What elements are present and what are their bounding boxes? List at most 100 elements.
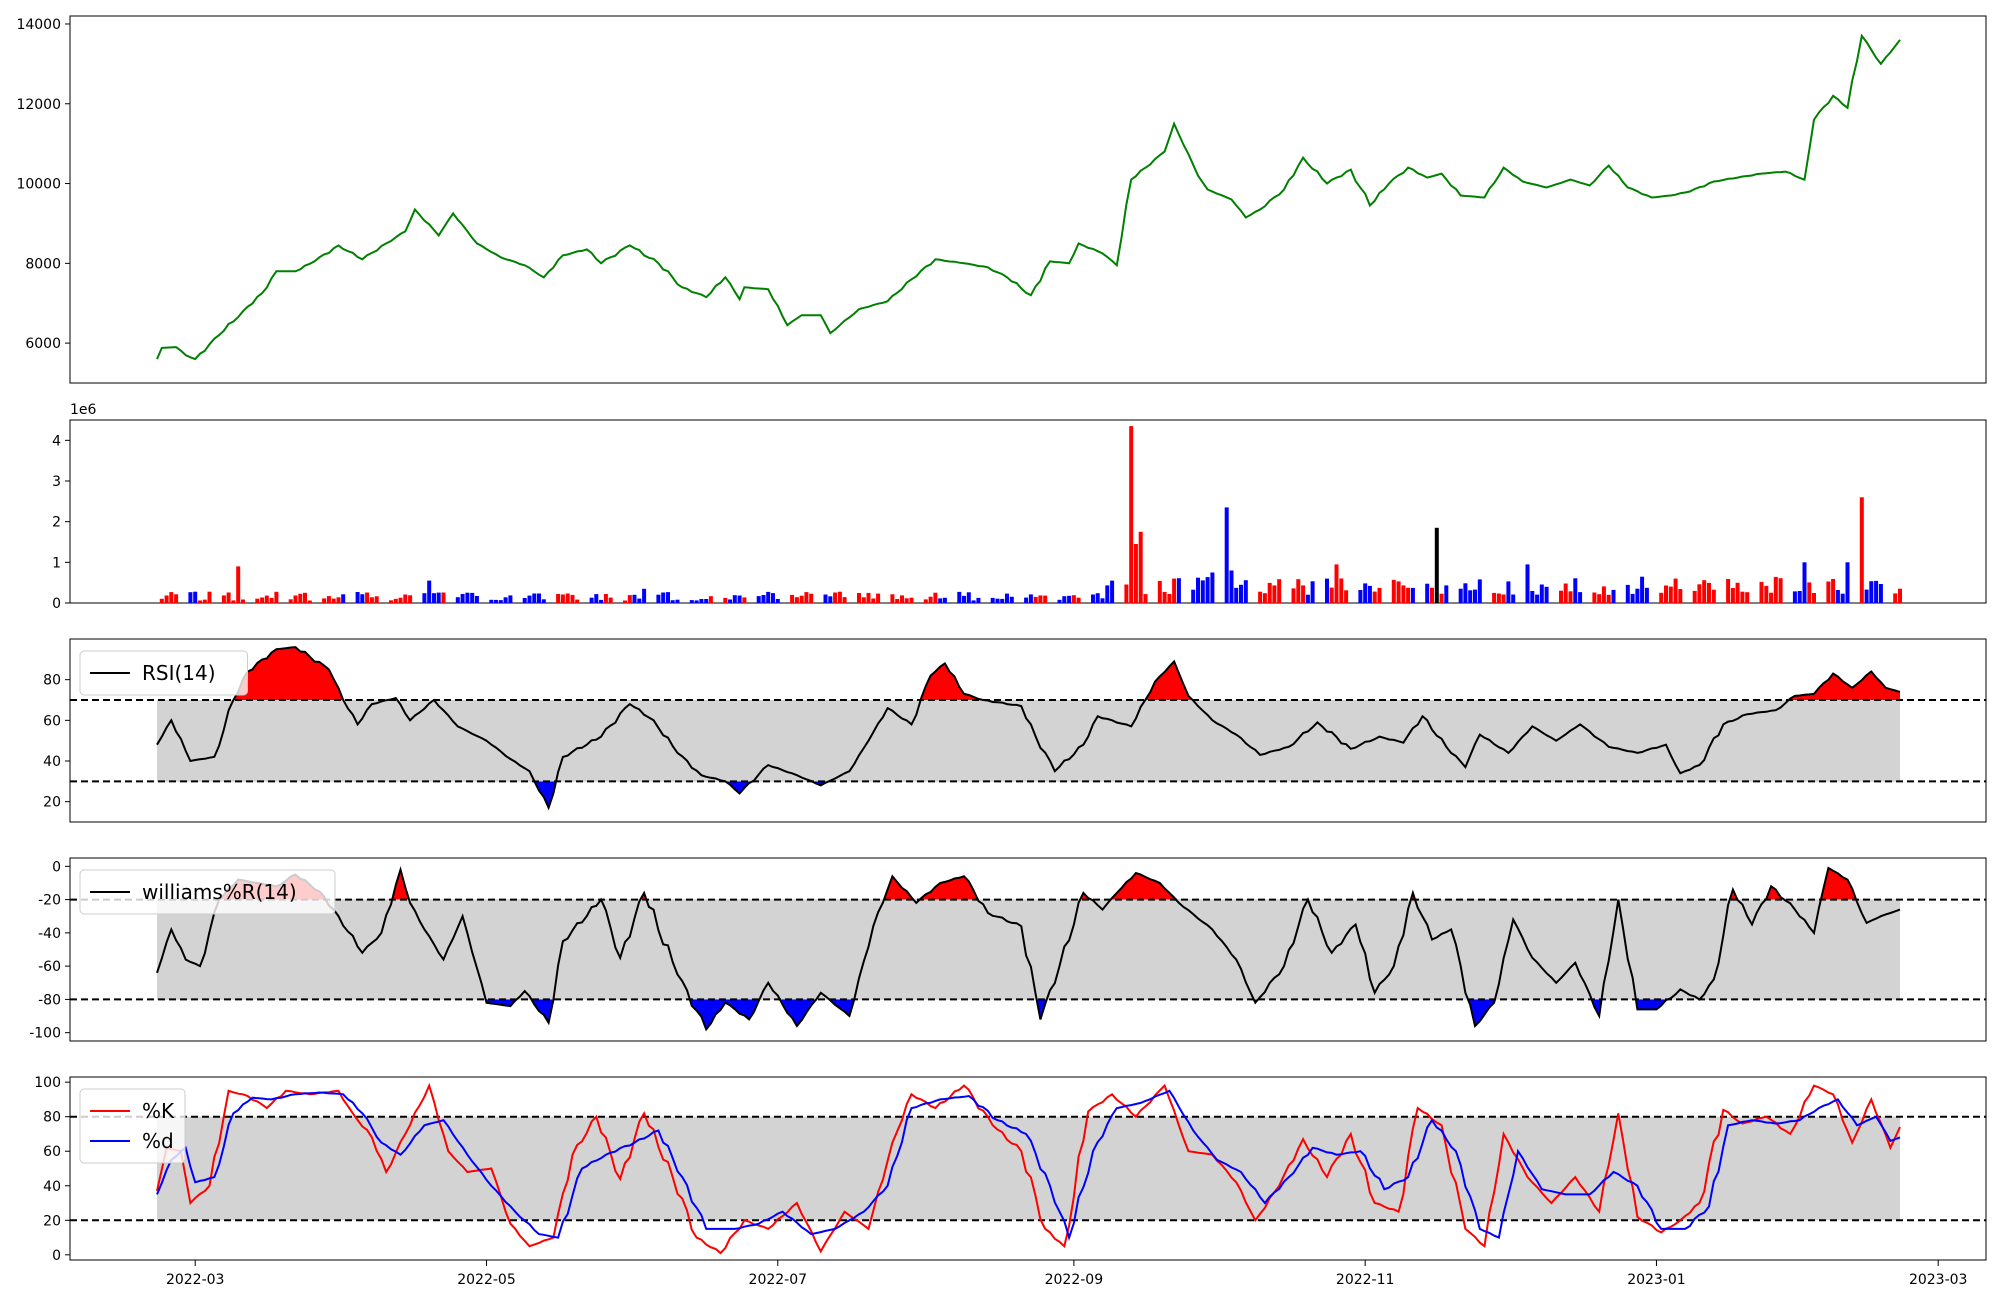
volume-bar bbox=[861, 597, 866, 603]
volume-bar bbox=[1191, 589, 1196, 603]
williams-panel-frame bbox=[69, 857, 1987, 1042]
volume-bar bbox=[260, 597, 265, 603]
volume-bar bbox=[1506, 581, 1511, 603]
volume-bar bbox=[842, 597, 847, 603]
stochastic-series-k-line bbox=[156, 1082, 1901, 1255]
volume-bar bbox=[1501, 594, 1506, 603]
volume-bar bbox=[742, 597, 747, 603]
volume-bar bbox=[1764, 585, 1769, 603]
volume-bar bbox=[193, 591, 198, 603]
volume-bar bbox=[1563, 583, 1568, 603]
volume-bar bbox=[1458, 588, 1463, 603]
volume-bar bbox=[460, 594, 465, 603]
volume-bar bbox=[1878, 584, 1883, 603]
y-tick-label: 14000 bbox=[16, 17, 61, 33]
volume-bar bbox=[508, 595, 513, 603]
volume-bar bbox=[441, 592, 446, 603]
volume-bar bbox=[1644, 587, 1649, 603]
volume-bar bbox=[1730, 588, 1735, 603]
volume-bar bbox=[642, 588, 647, 603]
volume-bar bbox=[565, 593, 570, 603]
volume-bar bbox=[995, 598, 1000, 603]
volume-panel-frame bbox=[69, 419, 1987, 604]
williams-line bbox=[156, 865, 1901, 1032]
volume-bar bbox=[1468, 590, 1473, 603]
volume-bar bbox=[575, 599, 580, 603]
volume-bar bbox=[632, 594, 637, 603]
volume-bar bbox=[1367, 585, 1372, 603]
volume-bar bbox=[403, 594, 408, 603]
volume-bar bbox=[1363, 583, 1368, 603]
rsi-line bbox=[156, 646, 1901, 811]
y-tick-label: -60 bbox=[38, 959, 61, 975]
volume-bar bbox=[1410, 587, 1415, 603]
volume-bar bbox=[365, 592, 370, 603]
volume-bar bbox=[895, 599, 900, 603]
volume-bar bbox=[976, 597, 981, 603]
volume-bar bbox=[274, 591, 279, 603]
volume-bar bbox=[422, 593, 427, 603]
volume-bar bbox=[1124, 584, 1129, 603]
price-line bbox=[156, 33, 1901, 361]
volume-bar bbox=[1711, 589, 1716, 603]
volume-bar bbox=[1057, 599, 1062, 603]
volume-bar bbox=[732, 595, 737, 603]
y-tick-label: 60 bbox=[43, 1144, 61, 1160]
y-tick-label: 80 bbox=[43, 1110, 61, 1126]
volume-bar bbox=[1539, 584, 1544, 603]
x-tick-label: 2023-03 bbox=[1909, 1272, 1968, 1288]
volume-bar bbox=[1406, 587, 1411, 603]
volume-bar bbox=[226, 592, 231, 603]
volume-bar bbox=[1430, 587, 1434, 603]
legend-label: RSI(14) bbox=[142, 661, 216, 685]
volume-bar bbox=[1630, 593, 1635, 603]
y-tick-label: 40 bbox=[43, 1179, 61, 1195]
legend-box bbox=[79, 869, 336, 915]
volume-bar bbox=[1573, 578, 1578, 603]
y-tick-label: 3 bbox=[52, 474, 61, 490]
volume-bar bbox=[1296, 579, 1301, 603]
volume-bar bbox=[355, 592, 360, 603]
volume-bar bbox=[699, 599, 704, 603]
volume-bar bbox=[1272, 585, 1277, 603]
volume-bar bbox=[1797, 591, 1802, 603]
volume-bar bbox=[527, 595, 532, 603]
y-tick-label: 12000 bbox=[16, 97, 61, 113]
volume-bar bbox=[1578, 592, 1583, 603]
volume-bar bbox=[1205, 577, 1210, 603]
y-tick-label: 20 bbox=[43, 1213, 61, 1229]
y-tick-label: 10000 bbox=[16, 177, 61, 193]
volume-bar bbox=[608, 597, 613, 603]
volume-bar bbox=[799, 595, 804, 603]
volume-bar bbox=[470, 592, 475, 603]
volume-bar bbox=[1726, 579, 1731, 603]
volume-bar bbox=[1196, 577, 1200, 603]
volume-bar bbox=[541, 599, 546, 603]
volume-bar bbox=[198, 600, 202, 603]
volume-bar bbox=[1678, 589, 1683, 603]
volume-bar bbox=[1778, 578, 1783, 603]
volume-bar bbox=[1210, 572, 1215, 603]
volume-bar bbox=[966, 592, 971, 603]
volume-bar bbox=[1835, 590, 1840, 603]
volume-bar bbox=[794, 597, 799, 603]
volume-bar bbox=[1439, 593, 1444, 603]
volume-bar bbox=[1496, 593, 1501, 603]
volume-bar bbox=[1339, 578, 1344, 603]
volume-bar bbox=[1133, 544, 1138, 603]
volume-bar bbox=[1062, 596, 1067, 603]
volume-bar bbox=[599, 599, 604, 603]
volume-bar bbox=[1229, 570, 1234, 603]
volume-bar bbox=[1697, 584, 1702, 603]
volume-bar bbox=[537, 593, 541, 603]
volume-bar bbox=[1597, 594, 1602, 603]
volume-bar bbox=[1530, 591, 1535, 603]
volume-bar bbox=[293, 595, 298, 603]
volume-bar bbox=[594, 594, 599, 603]
volume-bar bbox=[1864, 589, 1869, 603]
volume-bar bbox=[923, 599, 928, 603]
volume-bar bbox=[1425, 583, 1430, 603]
volume-bar bbox=[1334, 564, 1339, 603]
volume-bar bbox=[971, 600, 976, 603]
williams-band-fill bbox=[157, 899, 1900, 1000]
